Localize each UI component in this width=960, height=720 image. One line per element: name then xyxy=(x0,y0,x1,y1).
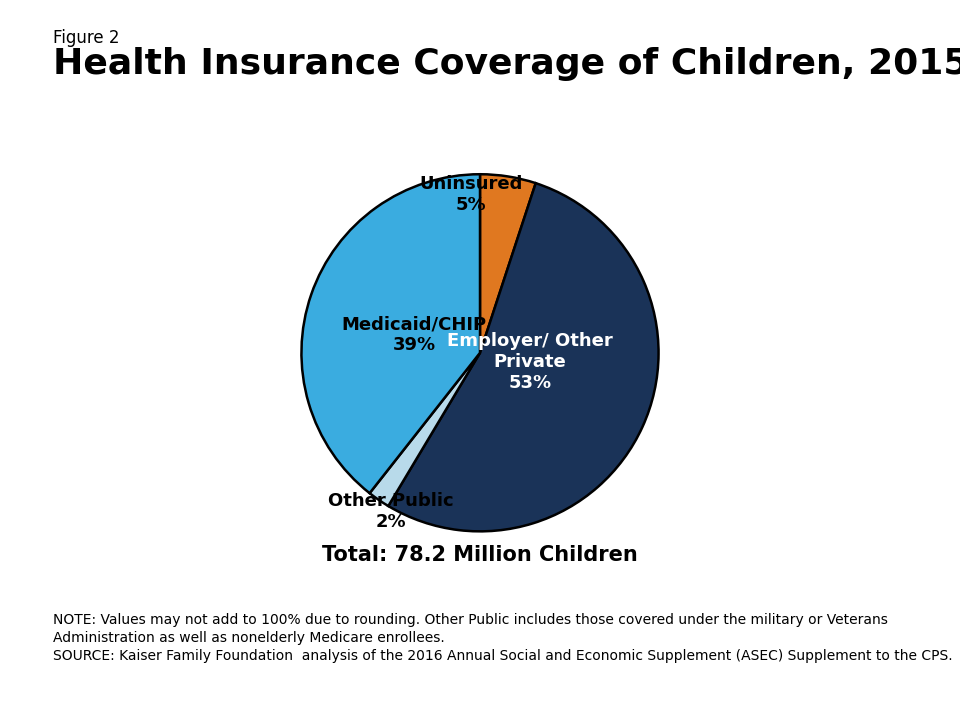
Text: NOTE: Values may not add to 100% due to rounding. Other Public includes those co: NOTE: Values may not add to 100% due to … xyxy=(53,613,888,627)
Wedge shape xyxy=(370,353,480,506)
Text: SOURCE: Kaiser Family Foundation  analysis of the 2016 Annual Social and Economi: SOURCE: Kaiser Family Foundation analysi… xyxy=(53,649,952,663)
Text: Employer/ Other
Private
53%: Employer/ Other Private 53% xyxy=(447,332,612,392)
Text: Figure 2: Figure 2 xyxy=(53,29,119,47)
Text: Total: 78.2 Million Children: Total: 78.2 Million Children xyxy=(323,545,637,565)
Text: Health Insurance Coverage of Children, 2015: Health Insurance Coverage of Children, 2… xyxy=(53,47,960,81)
Text: Uninsured
5%: Uninsured 5% xyxy=(420,175,523,214)
Text: FAMILY: FAMILY xyxy=(844,660,915,678)
Wedge shape xyxy=(480,174,536,353)
Text: FOUNDATION: FOUNDATION xyxy=(856,685,902,691)
Text: Medicaid/CHIP
39%: Medicaid/CHIP 39% xyxy=(342,315,487,354)
Text: Other Public
2%: Other Public 2% xyxy=(328,492,453,531)
Text: THE HENRY J.: THE HENRY J. xyxy=(856,624,902,631)
Wedge shape xyxy=(301,174,480,493)
Text: KAISER: KAISER xyxy=(843,638,916,656)
Wedge shape xyxy=(388,183,659,531)
Text: Administration as well as nonelderly Medicare enrollees.: Administration as well as nonelderly Med… xyxy=(53,631,444,644)
